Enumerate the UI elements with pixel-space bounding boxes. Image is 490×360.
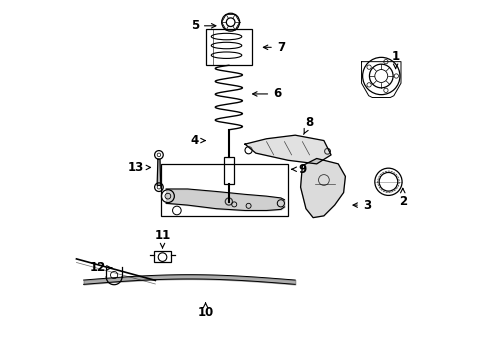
Bar [161, 164, 288, 216]
Bar [224, 157, 234, 184]
Bar [153, 251, 172, 262]
Text: 10: 10 [197, 303, 214, 319]
Text: 5: 5 [191, 19, 216, 32]
Text: 8: 8 [304, 116, 314, 134]
Text: 9: 9 [292, 163, 307, 176]
Text: 6: 6 [253, 87, 281, 100]
Bar [205, 30, 252, 65]
Text: 13: 13 [127, 161, 150, 174]
Polygon shape [245, 135, 331, 164]
Text: 3: 3 [353, 199, 371, 212]
Text: 4: 4 [191, 134, 205, 147]
Polygon shape [157, 159, 161, 185]
Text: 1: 1 [392, 50, 400, 69]
Text: 2: 2 [399, 188, 407, 208]
Text: 12: 12 [90, 261, 112, 274]
Text: 7: 7 [263, 41, 285, 54]
Polygon shape [300, 158, 345, 218]
Text: 11: 11 [154, 229, 171, 248]
